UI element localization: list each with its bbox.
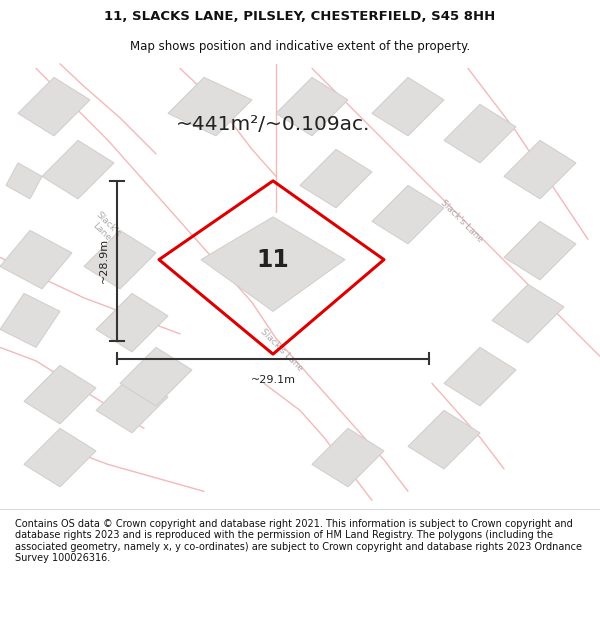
Text: Contains OS data © Crown copyright and database right 2021. This information is : Contains OS data © Crown copyright and d…	[15, 519, 582, 563]
Polygon shape	[24, 428, 96, 487]
Polygon shape	[6, 163, 42, 199]
Polygon shape	[0, 231, 72, 289]
Polygon shape	[276, 78, 348, 136]
Polygon shape	[312, 428, 384, 487]
Polygon shape	[0, 293, 60, 348]
Polygon shape	[120, 348, 192, 406]
Polygon shape	[492, 284, 564, 343]
Polygon shape	[300, 149, 372, 208]
Polygon shape	[504, 221, 576, 280]
Polygon shape	[168, 78, 252, 136]
Text: Slack's Lane: Slack's Lane	[439, 198, 485, 244]
Text: Map shows position and indicative extent of the property.: Map shows position and indicative extent…	[130, 40, 470, 52]
Text: 11: 11	[257, 248, 289, 272]
Polygon shape	[96, 374, 168, 433]
Polygon shape	[84, 231, 156, 289]
Polygon shape	[372, 78, 444, 136]
Text: ~29.1m: ~29.1m	[251, 375, 296, 385]
Polygon shape	[504, 141, 576, 199]
Polygon shape	[408, 411, 480, 469]
Polygon shape	[444, 348, 516, 406]
Polygon shape	[42, 141, 114, 199]
Polygon shape	[18, 78, 90, 136]
Text: ~28.9m: ~28.9m	[99, 238, 109, 283]
Text: Slack's Lane: Slack's Lane	[259, 327, 305, 372]
Polygon shape	[201, 217, 345, 311]
Text: Slack's
Lane: Slack's Lane	[88, 211, 122, 246]
Polygon shape	[24, 366, 96, 424]
Polygon shape	[444, 104, 516, 163]
Polygon shape	[372, 186, 444, 244]
Text: ~441m²/~0.109ac.: ~441m²/~0.109ac.	[176, 115, 370, 134]
Polygon shape	[96, 293, 168, 352]
Text: 11, SLACKS LANE, PILSLEY, CHESTERFIELD, S45 8HH: 11, SLACKS LANE, PILSLEY, CHESTERFIELD, …	[104, 10, 496, 23]
